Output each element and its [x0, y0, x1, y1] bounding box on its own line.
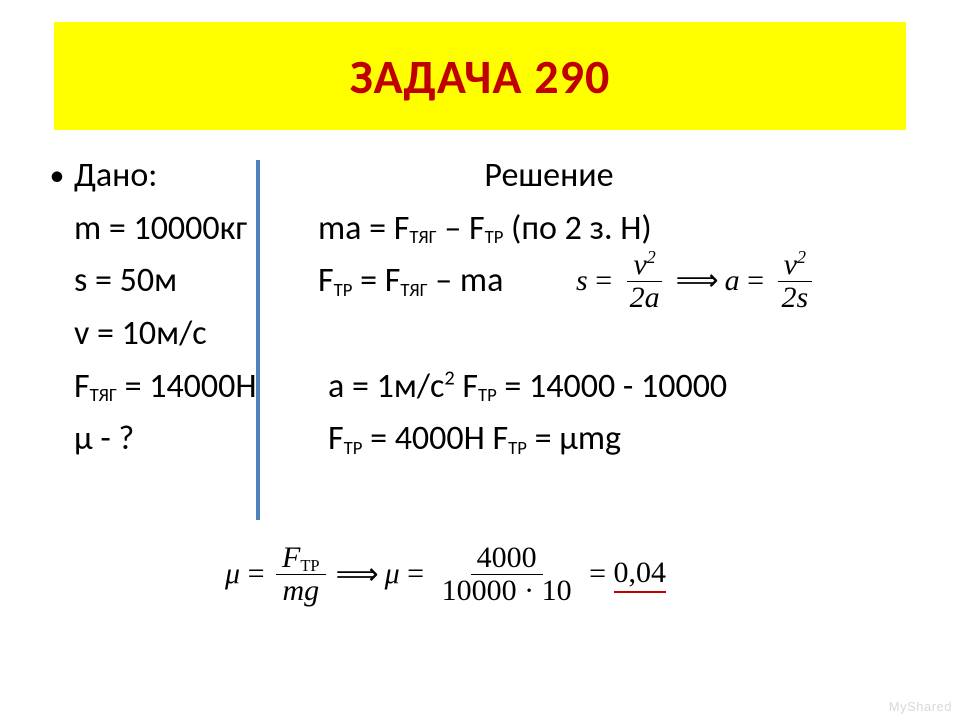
given-m: m = 10000кг	[74, 203, 304, 256]
solution-header: Решение	[304, 150, 920, 203]
f2-mu2: μ	[385, 557, 400, 591]
f2-frac2: 4000 10000 · 10	[436, 542, 578, 606]
implies-icon-2: ⟹	[336, 557, 379, 592]
watermark: MyShared	[889, 699, 952, 714]
physics-slide: ЗАДАЧА 290 • Дано: Решение m = 10000кг m…	[0, 0, 960, 720]
formula-friction: μ = FTP mg ⟹ μ = 4000 10000 · 10 = 0,04	[225, 542, 666, 606]
given-ftyag: FТЯГ = 14000Н	[74, 361, 304, 414]
row-3: v = 10м/с	[40, 308, 920, 361]
f1-s: s	[576, 264, 588, 298]
given-s: s = 50м	[74, 255, 304, 308]
f2-result: 0,04	[614, 556, 667, 593]
f1-frac1: v2 2a	[624, 248, 666, 313]
f2-frac1: FTP mg	[276, 542, 326, 606]
f1-frac2: v2 2s	[776, 248, 815, 313]
sol-line-4: a = 1м/с2 FТР = 14000 - 10000	[304, 361, 920, 414]
given-v: v = 10м/с	[74, 308, 304, 361]
formula-kinematics: s = v2 2a ⟹ a = v2 2s	[576, 248, 818, 313]
f2-mu1: μ	[225, 557, 240, 591]
title-band: ЗАДАЧА 290	[54, 22, 906, 130]
row-5: μ - ? FТР = 4000Н FТР = μmg	[40, 413, 920, 466]
bullet-icon: •	[40, 153, 74, 200]
header-row: • Дано: Решение	[40, 150, 920, 203]
given-header: Дано:	[74, 150, 304, 203]
given-mu: μ - ?	[74, 413, 304, 466]
sol-line-5: FТР = 4000Н FТР = μmg	[304, 413, 920, 466]
f1-a: a	[725, 264, 740, 298]
row-4: FТЯГ = 14000Н a = 1м/с2 FТР = 14000 - 10…	[40, 361, 920, 414]
slide-title: ЗАДАЧА 290	[350, 47, 611, 106]
implies-icon: ⟹	[676, 263, 719, 298]
